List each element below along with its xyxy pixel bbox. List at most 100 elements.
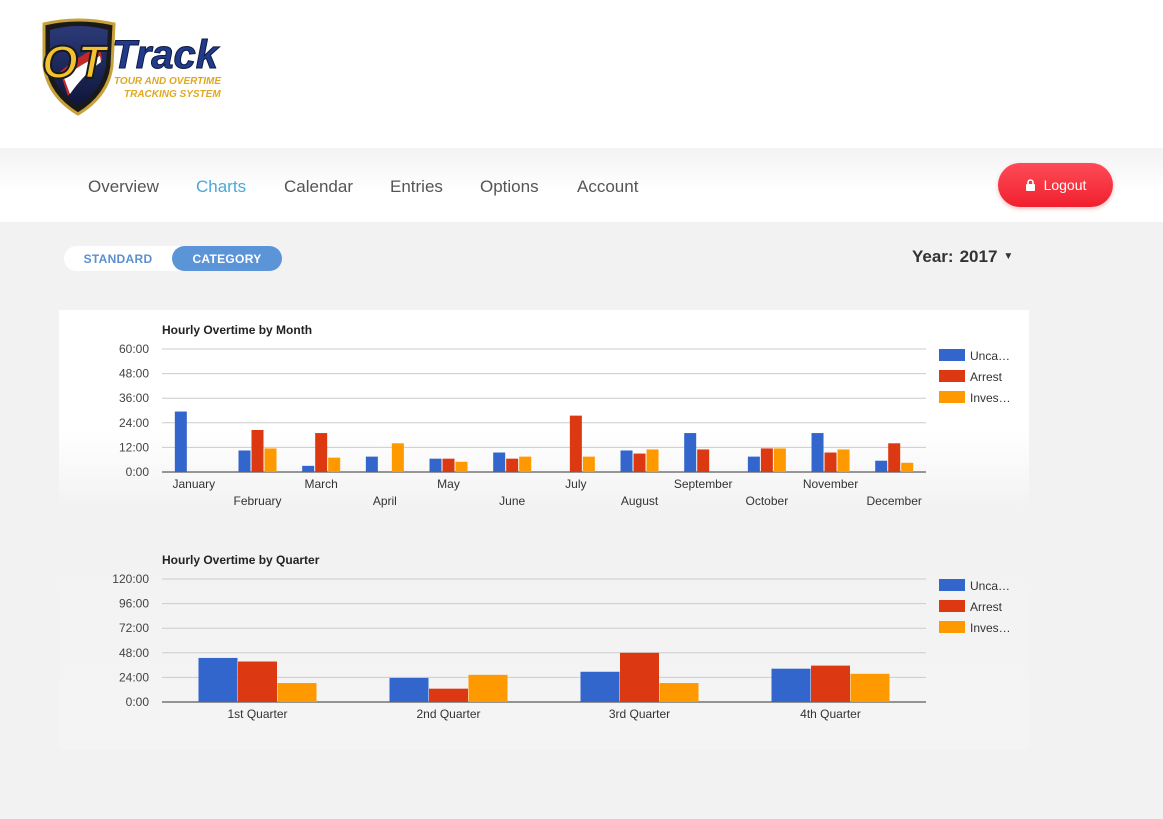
x-tick-label-0-3: April: [373, 494, 397, 508]
bar-0-1-1: [251, 429, 264, 472]
bar-1-3-0: [771, 668, 811, 702]
bar-1-0-2: [277, 683, 317, 702]
bar-0-10-1: [824, 452, 837, 472]
bar-0-2-1: [315, 433, 328, 472]
bar-1-2-2: [659, 683, 699, 702]
lock-icon: [1025, 179, 1035, 191]
svg-text:OT: OT: [42, 36, 110, 88]
logout-button[interactable]: Logout: [998, 163, 1113, 207]
x-tick-label-0-2: March: [305, 477, 338, 491]
caret-down-icon: ▼: [1003, 251, 1014, 262]
nav-entries[interactable]: Entries: [390, 177, 443, 196]
bar-0-11-1: [888, 443, 901, 472]
legend-swatch-1-2: [939, 621, 965, 633]
chart-title-1: Hourly Overtime by Quarter: [162, 553, 320, 567]
y-tick-label-1-0: 0:00: [126, 695, 150, 709]
bar-0-3-2: [391, 443, 404, 472]
x-tick-label-1-0: 1st Quarter: [227, 707, 287, 721]
legend-swatch-1-0: [939, 579, 965, 591]
legend-label-0-2: Inves…: [970, 391, 1011, 405]
legend-label-0-0: Unca…: [970, 349, 1010, 363]
nav-options[interactable]: Options: [480, 177, 539, 196]
year-label: Year:: [912, 247, 954, 266]
y-tick-label-0-5: 60:00: [119, 342, 149, 356]
svg-text:Track: Track: [112, 33, 220, 77]
y-tick-label-1-5: 120:00: [112, 572, 149, 586]
bar-0-2-2: [328, 457, 341, 472]
nav-calendar[interactable]: Calendar: [284, 177, 353, 196]
y-tick-label-1-3: 72:00: [119, 621, 149, 635]
bar-0-0-0: [174, 411, 187, 472]
bar-0-10-2: [837, 449, 850, 472]
bar-1-0-0: [198, 657, 238, 702]
bar-0-4-2: [455, 461, 468, 472]
bar-1-3-2: [850, 673, 890, 702]
bar-0-9-1: [760, 448, 773, 472]
legend-label-0-1: Arrest: [970, 370, 1003, 384]
bar-0-11-0: [875, 460, 888, 472]
x-tick-label-0-0: January: [172, 477, 215, 491]
bar-0-7-2: [646, 449, 659, 472]
bar-1-2-1: [620, 652, 659, 702]
x-tick-label-0-5: June: [499, 494, 525, 508]
bar-0-4-1: [442, 458, 455, 472]
bar-1-0-1: [238, 661, 277, 702]
x-tick-label-0-9: October: [746, 494, 789, 508]
y-tick-label-0-1: 12:00: [119, 440, 149, 454]
bar-0-3-0: [365, 456, 378, 472]
legend-swatch-0-1: [939, 370, 965, 382]
charts-svg: Hourly Overtime by Month 0:00 12:00 24:00 36…: [112, 323, 1011, 721]
nav-overview[interactable]: Overview: [88, 177, 159, 196]
bar-0-8-0: [684, 433, 697, 472]
legend-label-1-0: Unca…: [970, 579, 1010, 593]
legend-swatch-1-1: [939, 600, 965, 612]
bar-0-5-0: [493, 452, 506, 472]
year-value: 2017: [959, 247, 998, 266]
toggle-category[interactable]: CATEGORY: [172, 246, 282, 271]
bar-1-1-0: [389, 677, 429, 702]
bar-0-1-2: [264, 448, 277, 472]
x-tick-label-1-3: 4th Quarter: [800, 707, 861, 721]
legend-label-1-2: Inves…: [970, 621, 1011, 635]
bar-1-1-1: [429, 688, 468, 702]
bar-0-1-0: [238, 450, 251, 472]
y-tick-label-1-2: 48:00: [119, 646, 149, 660]
x-tick-label-0-11: December: [867, 494, 922, 508]
svg-text:TRACKING SYSTEM: TRACKING SYSTEM: [124, 89, 221, 100]
legend-label-1-1: Arrest: [970, 600, 1003, 614]
bar-0-7-0: [620, 450, 633, 472]
x-tick-label-1-1: 2nd Quarter: [416, 707, 480, 721]
bar-0-6-1: [569, 415, 582, 472]
x-tick-label-0-7: August: [621, 494, 659, 508]
bar-0-9-2: [773, 448, 786, 472]
charts-panel: Hourly Overtime by Month 0:00 12:00 24:00 36…: [59, 310, 1029, 750]
ottrack-logo[interactable]: OT Track TOUR AND OVERTIME TRACKING SYST…: [38, 16, 258, 116]
bar-0-5-1: [506, 458, 519, 472]
bar-1-2-0: [580, 671, 620, 702]
logout-label: Logout: [1043, 177, 1087, 193]
bar-0-5-2: [519, 456, 532, 472]
y-tick-label-1-4: 96:00: [119, 597, 149, 611]
bar-0-9-0: [747, 456, 760, 472]
y-tick-label-0-2: 24:00: [119, 416, 149, 430]
x-tick-label-0-6: July: [565, 477, 586, 491]
bar-1-1-2: [468, 674, 508, 702]
chart-title-0: Hourly Overtime by Month: [162, 323, 312, 337]
year-selector[interactable]: Year: 2017 ▼: [912, 247, 1013, 267]
svg-text:TOUR AND OVERTIME: TOUR AND OVERTIME: [114, 76, 221, 87]
nav-charts[interactable]: Charts: [196, 177, 247, 196]
y-tick-label-0-0: 0:00: [126, 465, 150, 479]
nav-account[interactable]: Account: [577, 177, 639, 196]
y-tick-label-0-4: 48:00: [119, 367, 149, 381]
x-tick-label-1-2: 3rd Quarter: [609, 707, 670, 721]
toggle-standard[interactable]: STANDARD: [83, 251, 153, 266]
bar-0-4-0: [429, 458, 442, 472]
bar-0-2-0: [302, 465, 315, 472]
legend-swatch-0-0: [939, 349, 965, 361]
x-tick-label-0-1: February: [233, 494, 281, 508]
x-tick-label-0-10: November: [803, 477, 858, 491]
header: OT Track TOUR AND OVERTIME TRACKING SYST…: [0, 0, 1163, 148]
x-tick-label-0-4: May: [437, 477, 460, 491]
y-tick-label-0-3: 36:00: [119, 391, 149, 405]
bar-0-7-1: [633, 453, 646, 472]
